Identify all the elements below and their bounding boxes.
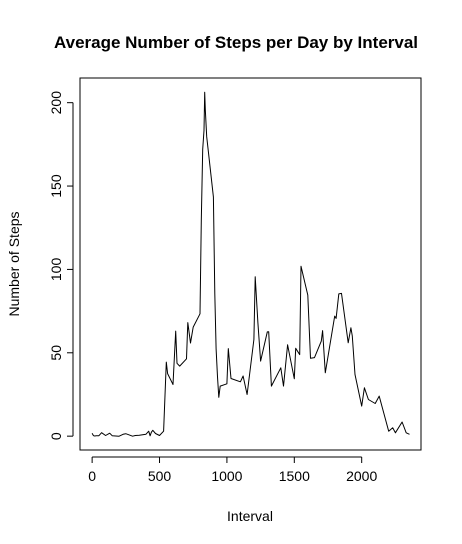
- x-tick-label: 500: [148, 468, 172, 484]
- x-axis-label: Interval: [227, 508, 273, 524]
- y-axis-label: Number of Steps: [6, 211, 22, 316]
- x-tick-label: 0: [88, 468, 96, 484]
- x-tick-label: 2000: [346, 468, 377, 484]
- x-axis: 0 500 1000 1500 2000: [88, 456, 377, 484]
- y-tick-label: 50: [48, 345, 64, 361]
- y-tick-label: 0: [48, 432, 64, 440]
- y-tick-label: 200: [48, 91, 64, 115]
- y-tick-label: 100: [48, 258, 64, 282]
- y-axis: 0 50 100 150 200: [48, 91, 74, 440]
- series-line: [91, 91, 410, 437]
- x-tick-label: 1500: [279, 468, 310, 484]
- chart-title: Average Number of Steps per Day by Inter…: [54, 33, 418, 52]
- x-tick-label: 1000: [211, 468, 242, 484]
- plot-frame: [79, 77, 422, 451]
- series-layer: [91, 91, 410, 437]
- y-tick-label: 150: [48, 174, 64, 198]
